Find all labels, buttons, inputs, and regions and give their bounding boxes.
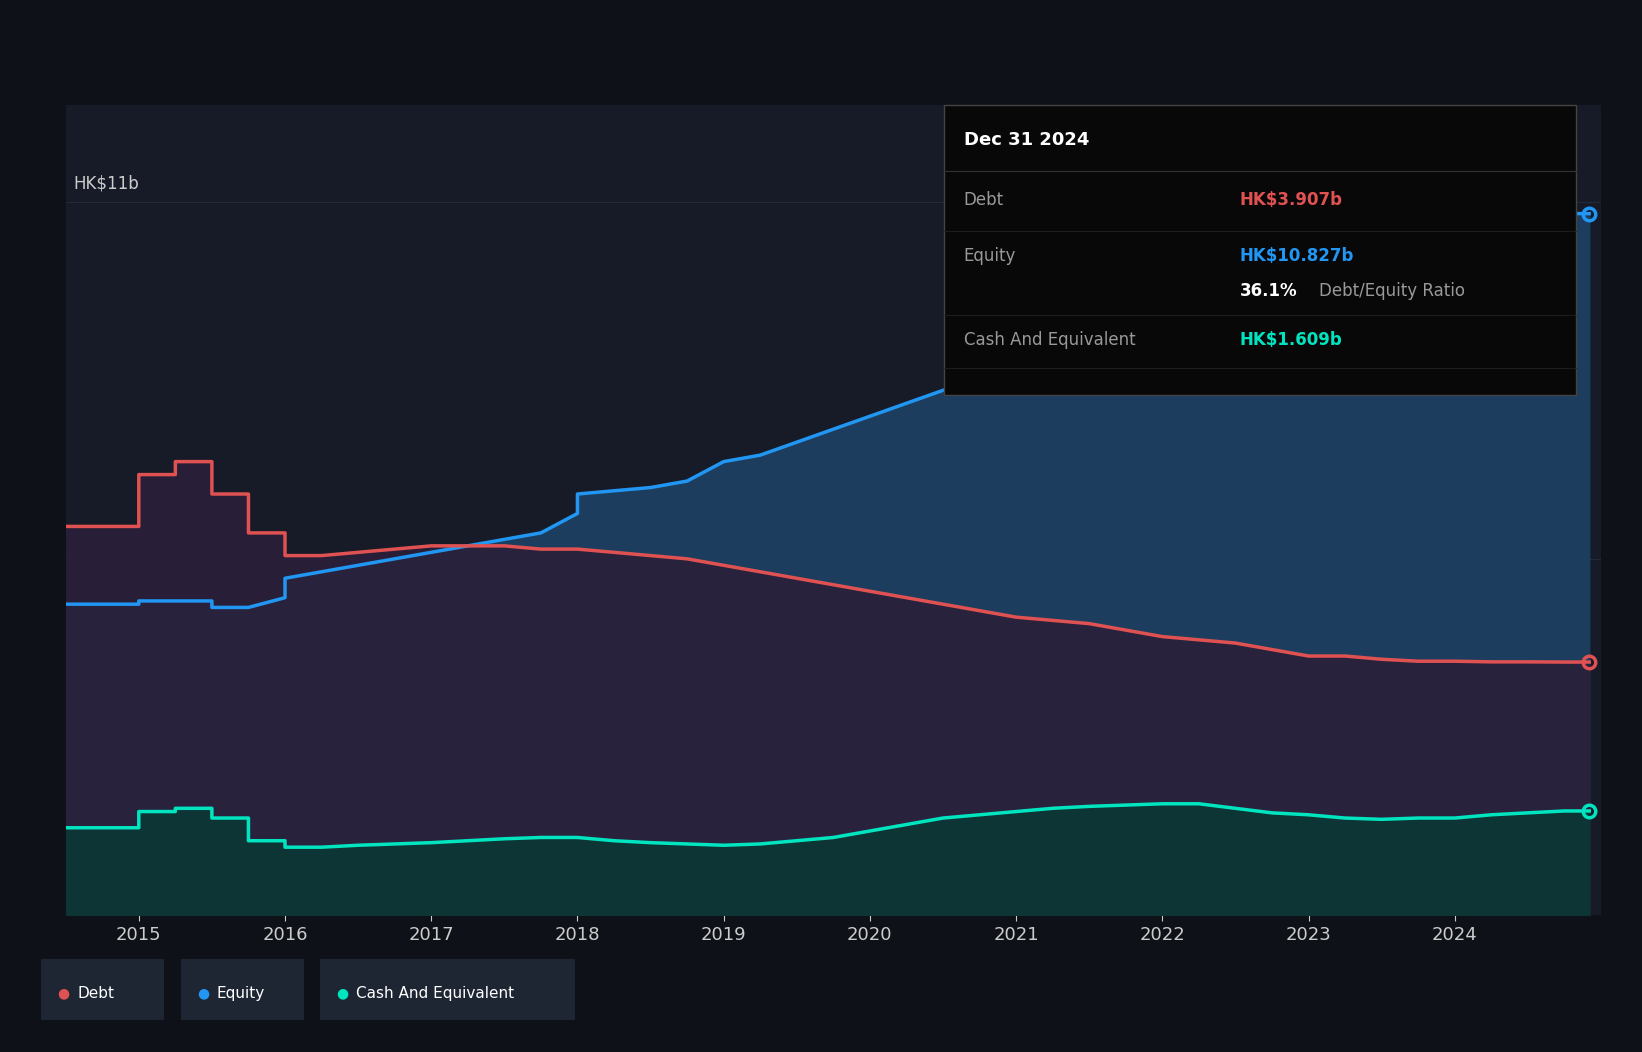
Text: Cash And Equivalent: Cash And Equivalent xyxy=(356,986,514,1000)
Text: HK$1.609b: HK$1.609b xyxy=(1240,331,1343,349)
Text: ●: ● xyxy=(57,986,69,1000)
Text: Equity: Equity xyxy=(964,247,1016,265)
Text: Debt/Equity Ratio: Debt/Equity Ratio xyxy=(1319,282,1465,300)
Text: HK$0: HK$0 xyxy=(72,889,118,908)
Text: Equity: Equity xyxy=(217,986,264,1000)
Text: ●: ● xyxy=(337,986,348,1000)
Text: Debt: Debt xyxy=(964,191,1003,209)
Text: Cash And Equivalent: Cash And Equivalent xyxy=(964,331,1136,349)
Text: 36.1%: 36.1% xyxy=(1240,282,1297,300)
Text: HK$11b: HK$11b xyxy=(72,175,138,193)
Text: HK$10.827b: HK$10.827b xyxy=(1240,247,1355,265)
Text: ●: ● xyxy=(197,986,209,1000)
Text: HK$3.907b: HK$3.907b xyxy=(1240,191,1343,209)
Text: Debt: Debt xyxy=(77,986,115,1000)
Text: Dec 31 2024: Dec 31 2024 xyxy=(964,132,1089,149)
